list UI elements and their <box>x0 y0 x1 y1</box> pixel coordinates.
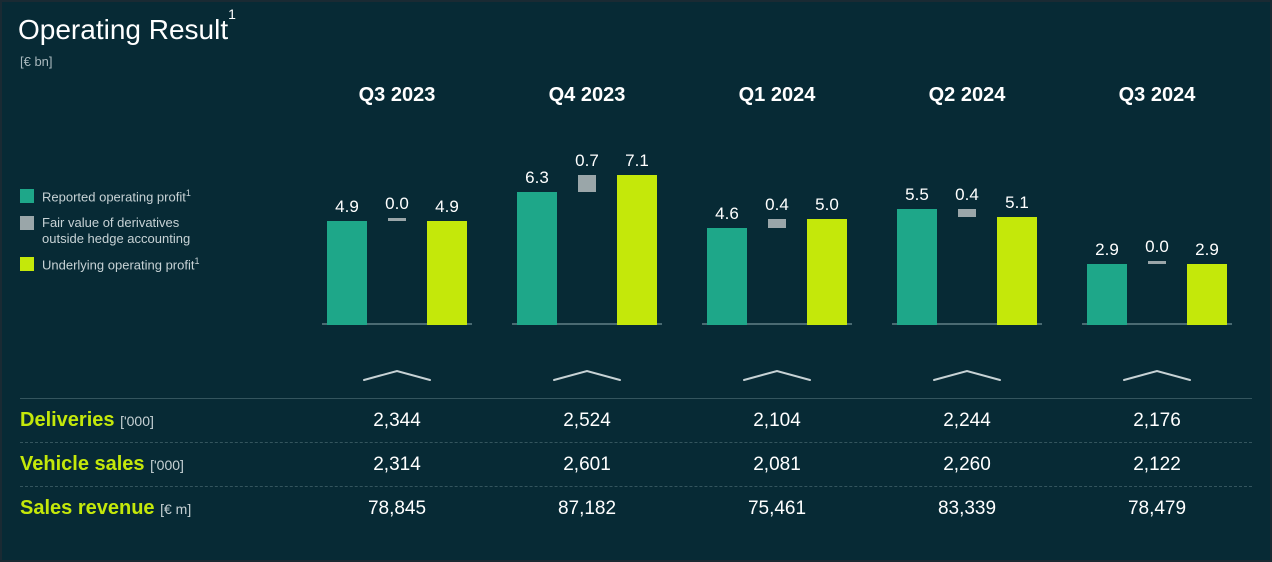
reported-bar <box>327 221 367 325</box>
title-sup: 1 <box>228 6 236 22</box>
underlying-value: 5.0 <box>802 195 852 215</box>
chevron-icon <box>1062 368 1252 387</box>
fair-value-bar <box>388 218 406 221</box>
chart-inner: 4.9 4.90.0 <box>322 145 472 325</box>
table-cell: 2,524 <box>492 410 682 432</box>
column-header: Q4 2023 <box>492 84 682 107</box>
row-label: Deliveries ['000] <box>20 409 302 432</box>
table-cell: 2,122 <box>1062 454 1252 476</box>
reported-value: 5.5 <box>892 185 942 205</box>
reported-bar <box>1087 264 1127 325</box>
underlying-bar <box>617 175 657 325</box>
row-label: Vehicle sales ['000] <box>20 453 302 476</box>
underlying-bar <box>997 217 1037 325</box>
reported-value: 4.6 <box>702 204 752 224</box>
fair-value-value: 0.4 <box>942 185 992 205</box>
table-cell: 2,260 <box>872 454 1062 476</box>
table-cell: 75,461 <box>682 498 872 520</box>
chevron-icon <box>492 368 682 387</box>
chevron-icon <box>682 368 872 387</box>
column-header: Q3 2023 <box>302 84 492 107</box>
chart-inner: 5.5 5.10.4 <box>892 145 1042 325</box>
underlying-value: 4.9 <box>422 197 472 217</box>
underlying-bar <box>1187 264 1227 325</box>
fair-value-value: 0.0 <box>372 194 422 214</box>
fair-value-value: 0.4 <box>752 195 802 215</box>
legend-item: Reported operating profit1 <box>20 188 200 205</box>
underlying-bar <box>427 221 467 325</box>
chart-title: Operating Result1 <box>18 14 236 46</box>
column-header: Q2 2024 <box>872 84 1062 107</box>
table-cell: 2,314 <box>302 454 492 476</box>
underlying-value: 7.1 <box>612 151 662 171</box>
table-row: Vehicle sales ['000]2,3142,6012,0812,260… <box>20 442 1252 486</box>
table-cell: 83,339 <box>872 498 1062 520</box>
table-cell: 2,244 <box>872 410 1062 432</box>
fair-value-bar <box>958 209 976 217</box>
legend-swatch <box>20 216 34 230</box>
underlying-bar <box>807 219 847 325</box>
fair-value-bar <box>1148 261 1166 264</box>
chart-inner: 4.6 5.00.4 <box>702 145 852 325</box>
chart-cell: 4.9 4.90.0 <box>302 120 492 335</box>
reported-value: 2.9 <box>1082 240 1132 260</box>
chart-cell: 5.5 5.10.4 <box>872 120 1062 335</box>
table-cell: 78,845 <box>302 498 492 520</box>
legend-label: Reported operating profit1 <box>42 188 191 205</box>
legend-swatch <box>20 189 34 203</box>
unit-label: [€ bn] <box>20 54 53 69</box>
table-cell: 2,344 <box>302 410 492 432</box>
table-cell: 87,182 <box>492 498 682 520</box>
column-header: Q3 2024 <box>1062 84 1252 107</box>
reported-value: 4.9 <box>322 197 372 217</box>
table-cell: 2,601 <box>492 454 682 476</box>
column-headers: Q3 2023Q4 2023Q1 2024Q2 2024Q3 2024 <box>302 84 1252 107</box>
chart-inner: 6.3 7.10.7 <box>512 145 662 325</box>
table-cell: 2,176 <box>1062 410 1252 432</box>
legend-label: Underlying operating profit1 <box>42 256 200 273</box>
fair-value-value: 0.0 <box>1132 237 1182 257</box>
legend-item: Underlying operating profit1 <box>20 256 200 273</box>
chart-inner: 2.9 2.90.0 <box>1082 145 1232 325</box>
table-cell: 78,479 <box>1062 498 1252 520</box>
metrics-table: Deliveries ['000]2,3442,5242,1042,2442,1… <box>20 398 1252 530</box>
bar-charts: 4.94.90.06.37.10.74.65.00.45.55.10.42.92… <box>302 120 1252 335</box>
chart-cell: 4.6 5.00.4 <box>682 120 872 335</box>
reported-value: 6.3 <box>512 168 562 188</box>
chart-cell: 6.3 7.10.7 <box>492 120 682 335</box>
fair-value-bar <box>578 175 596 192</box>
underlying-value: 2.9 <box>1182 240 1232 260</box>
underlying-value: 5.1 <box>992 193 1042 213</box>
title-text: Operating Result <box>18 14 228 45</box>
chevron-icon <box>302 368 492 387</box>
legend-swatch <box>20 257 34 271</box>
row-label: Sales revenue [€ m] <box>20 497 302 520</box>
reported-bar <box>897 209 937 325</box>
table-row: Deliveries ['000]2,3442,5242,1042,2442,1… <box>20 398 1252 442</box>
reported-bar <box>517 192 557 325</box>
column-header: Q1 2024 <box>682 84 872 107</box>
table-cell: 2,081 <box>682 454 872 476</box>
chart-cell: 2.9 2.90.0 <box>1062 120 1252 335</box>
table-cell: 2,104 <box>682 410 872 432</box>
fair-value-bar <box>768 219 786 227</box>
fair-value-value: 0.7 <box>562 151 612 171</box>
chevron-icon <box>872 368 1062 387</box>
reported-bar <box>707 228 747 325</box>
legend-item: Fair value of derivativesoutside hedge a… <box>20 215 200 246</box>
table-row: Sales revenue [€ m]78,84587,18275,46183,… <box>20 486 1252 530</box>
legend: Reported operating profit1 Fair value of … <box>20 188 200 283</box>
legend-label: Fair value of derivativesoutside hedge a… <box>42 215 190 246</box>
chevron-row <box>302 368 1252 387</box>
